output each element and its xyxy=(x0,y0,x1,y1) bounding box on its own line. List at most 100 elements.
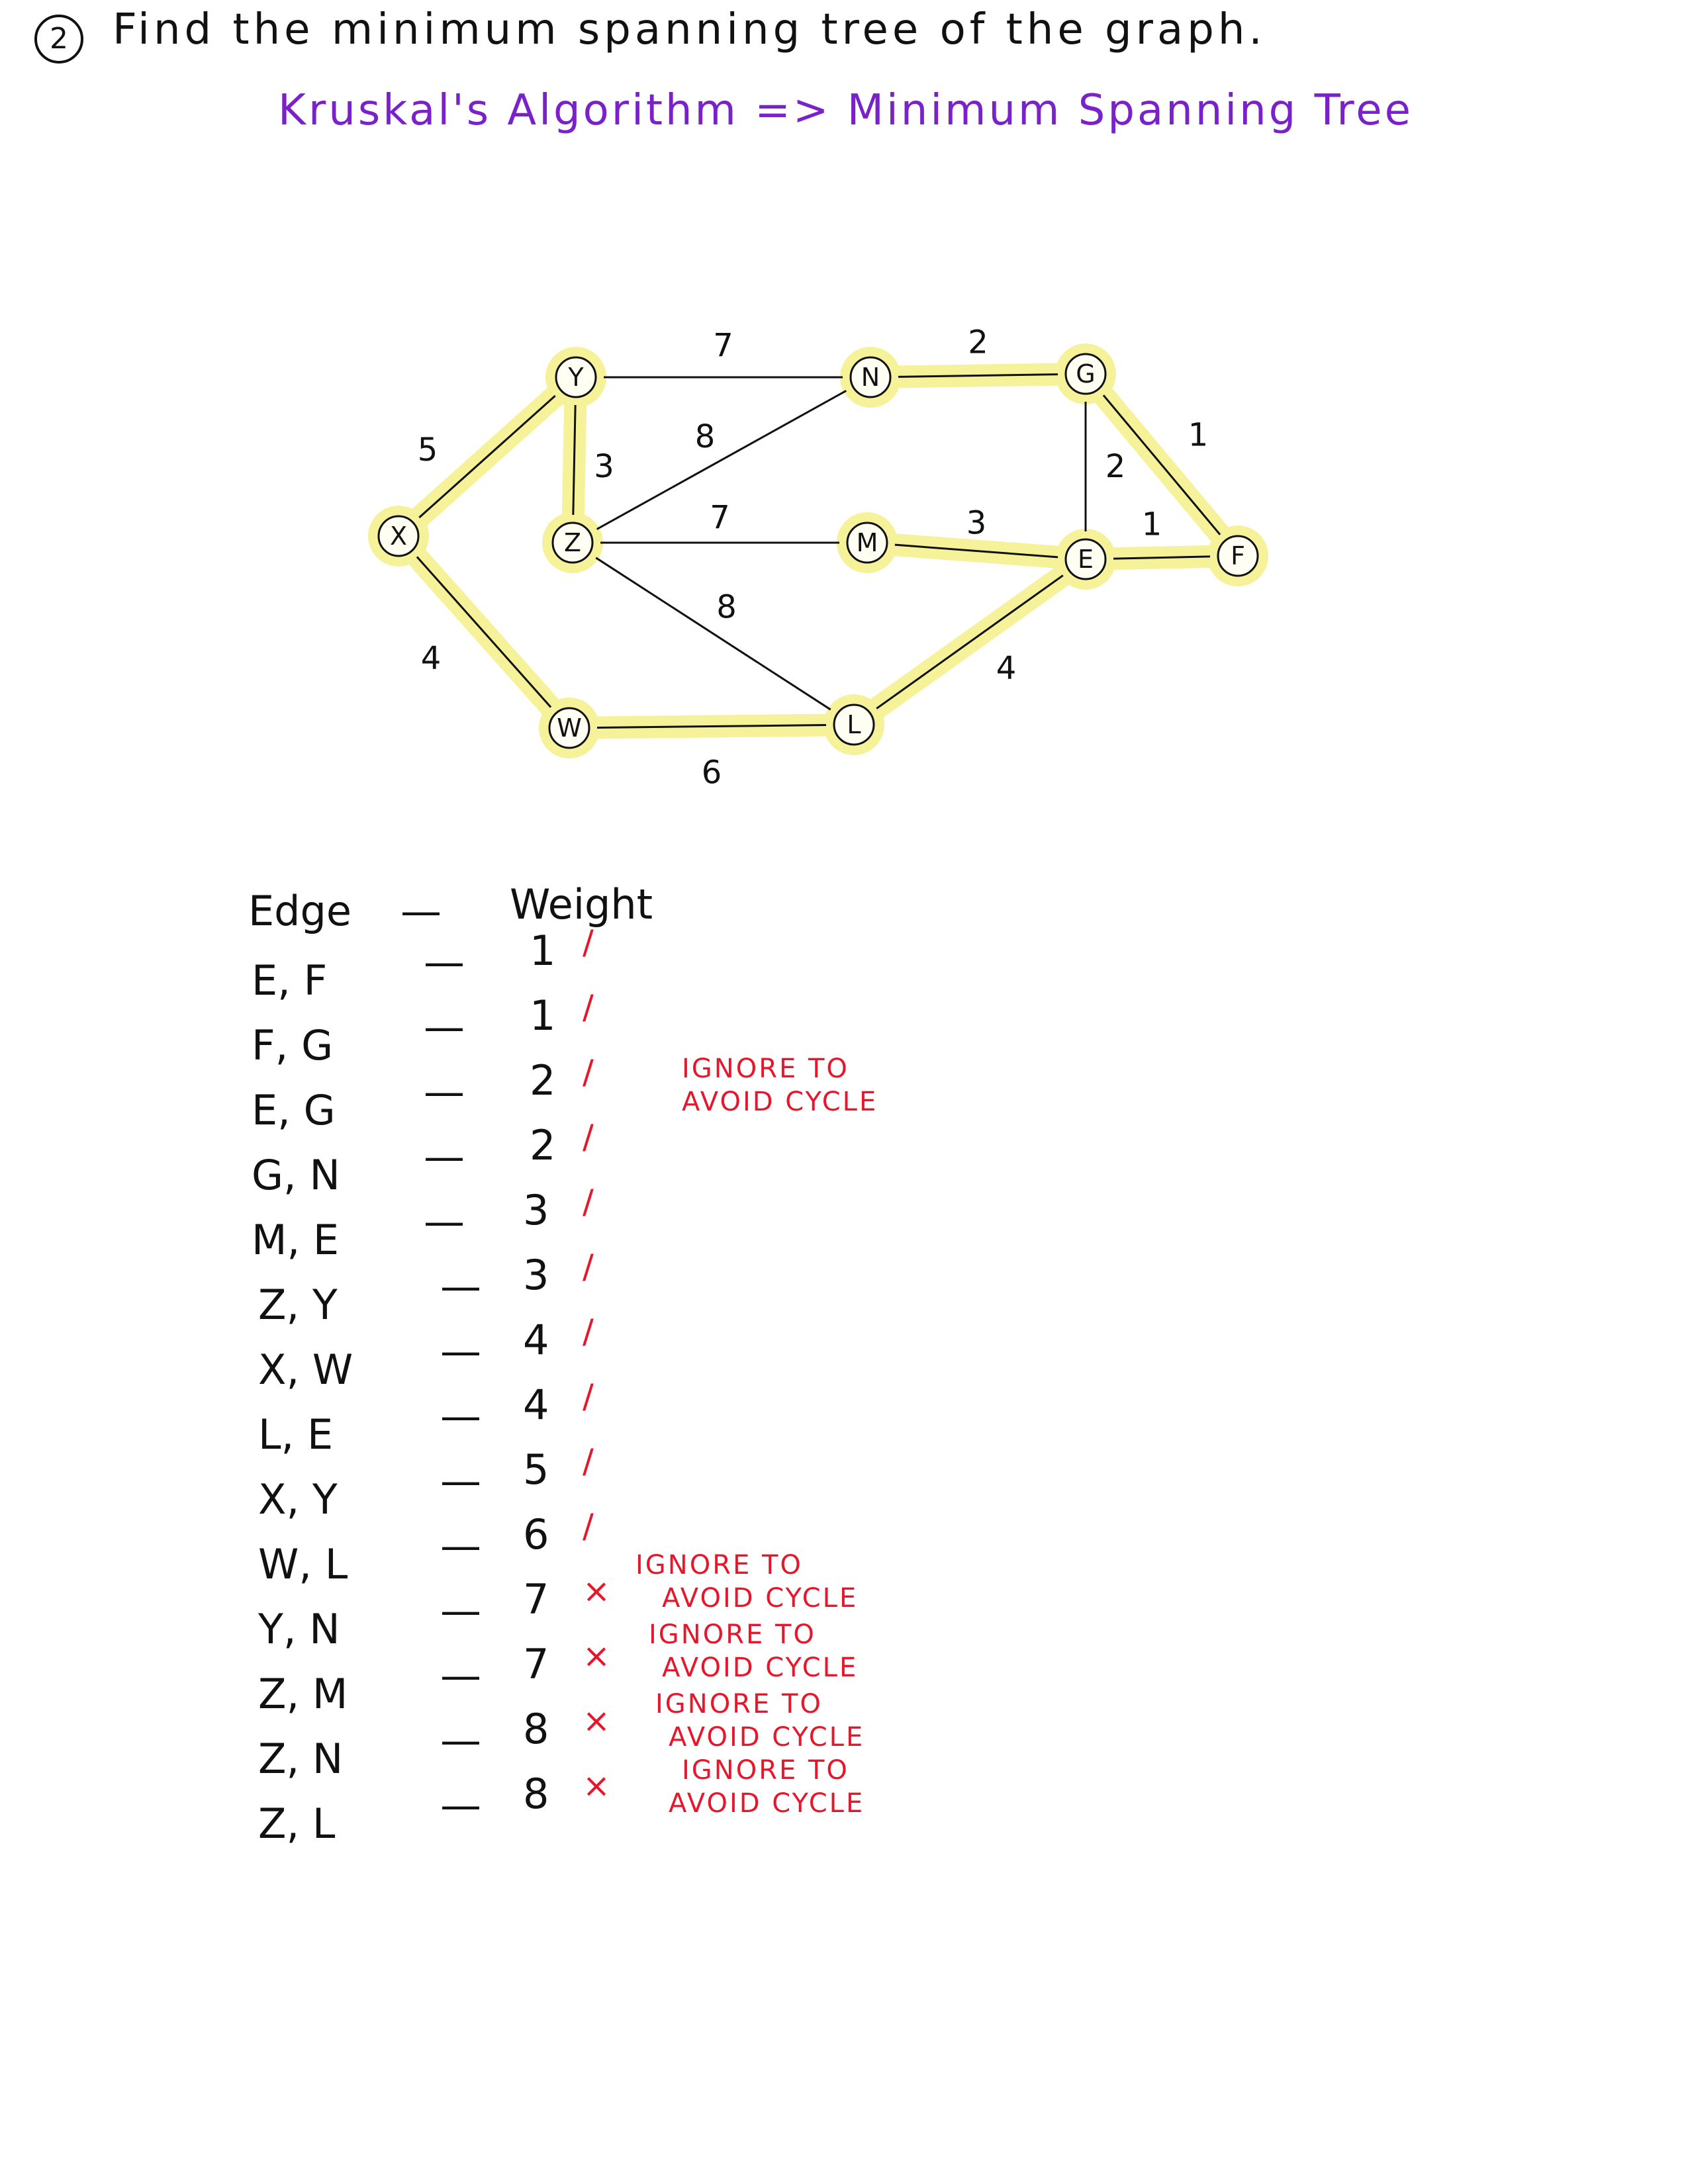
note-line: AVOID CYCLE xyxy=(669,1722,865,1752)
node-circle xyxy=(548,707,590,749)
edge-weight-label: 1 xyxy=(1142,506,1162,543)
edge-g-f xyxy=(1102,394,1221,535)
edge-n-g xyxy=(898,373,1058,378)
check-mark: / xyxy=(583,1053,594,1091)
note-line: IGNORE TO xyxy=(635,1550,803,1580)
node-label: F xyxy=(1231,541,1245,570)
edge-weight-label: 5 xyxy=(418,432,438,469)
edge-x-w xyxy=(416,556,552,708)
note-line: IGNORE TO xyxy=(682,1755,849,1786)
weight-cell: 1 xyxy=(530,927,556,975)
node-n: N xyxy=(849,356,892,398)
node-circle xyxy=(1217,535,1259,577)
note-ignore-cycle: IGNORE TO AVOID CYCLE xyxy=(649,1618,858,1684)
edge-y-z xyxy=(572,404,577,516)
edge-weight-label: 3 xyxy=(966,505,987,542)
edge-z-n xyxy=(596,390,847,530)
weight-cell: 8 xyxy=(523,1770,549,1818)
edge-m-e xyxy=(894,543,1058,559)
check-mark: / xyxy=(583,1118,594,1156)
node-w: W xyxy=(548,707,590,749)
row-dash: — xyxy=(440,1392,481,1440)
check-mark: / xyxy=(583,988,594,1026)
reject-mark: × xyxy=(583,1572,610,1610)
row-dash: — xyxy=(424,1197,465,1246)
row-dash: — xyxy=(424,1003,465,1051)
note-ignore-cycle: IGNORE TO AVOID CYCLE xyxy=(655,1688,865,1754)
edge-cell: E, F xyxy=(252,956,328,1005)
edge-cell: G, N xyxy=(252,1151,340,1199)
edge-cell: Y, N xyxy=(258,1605,340,1653)
note-line: AVOID CYCLE xyxy=(662,1583,859,1614)
node-g: G xyxy=(1064,353,1107,395)
check-mark: / xyxy=(583,1248,594,1286)
row-dash: — xyxy=(440,1522,481,1570)
edge-weight-label: 2 xyxy=(1105,448,1126,485)
note-line: IGNORE TO xyxy=(682,1054,849,1084)
node-circle xyxy=(846,522,888,564)
note-ignore-cycle: IGNORE TO AVOID CYCLE xyxy=(635,1549,858,1615)
check-mark: / xyxy=(583,1312,594,1351)
node-label: G xyxy=(1076,359,1095,388)
row-dash: — xyxy=(440,1781,481,1829)
edge-weight-label: 2 xyxy=(968,324,988,361)
reject-mark: × xyxy=(583,1637,610,1675)
row-dash: — xyxy=(440,1716,481,1764)
edge-cell: Z, Y xyxy=(258,1281,338,1329)
edge-x-y xyxy=(418,394,556,519)
node-label: W xyxy=(557,713,582,743)
edge-weight-label: 4 xyxy=(996,650,1017,687)
edge-cell: L, E xyxy=(258,1410,334,1459)
edge-weight-label: 7 xyxy=(710,499,730,536)
weight-cell: 2 xyxy=(530,1121,556,1169)
question-number: 2 xyxy=(34,15,83,64)
weight-cell: 7 xyxy=(523,1575,549,1623)
edge-cell: X, W xyxy=(258,1345,353,1394)
weight-cell: 3 xyxy=(523,1186,549,1234)
edge-cell: X, Y xyxy=(258,1475,338,1524)
row-dash: — xyxy=(440,1327,481,1375)
row-dash: — xyxy=(424,1068,465,1116)
edge-cell: M, E xyxy=(252,1216,340,1264)
weight-cell: 3 xyxy=(523,1251,549,1299)
node-label: N xyxy=(861,363,880,392)
edge-cell: E, G xyxy=(252,1086,336,1134)
row-dash: — xyxy=(440,1586,481,1635)
note-line: IGNORE TO xyxy=(649,1619,816,1650)
node-circle xyxy=(555,356,597,398)
weight-cell: 7 xyxy=(523,1640,549,1688)
row-dash: — xyxy=(440,1262,481,1310)
edge-e-f xyxy=(1113,555,1211,560)
edge-weight-label: 8 xyxy=(695,418,716,455)
weight-cell: 8 xyxy=(523,1705,549,1753)
note-line: AVOID CYCLE xyxy=(669,1788,865,1819)
weight-cell: 6 xyxy=(523,1510,549,1559)
node-z: Z xyxy=(551,522,594,564)
edge-weight-label: 4 xyxy=(421,640,442,677)
node-label: M xyxy=(857,528,878,557)
node-label: Y xyxy=(567,363,584,392)
node-circle xyxy=(377,515,420,557)
edge-weight-label: 1 xyxy=(1188,417,1209,454)
weight-cell: 1 xyxy=(530,991,556,1040)
edge-cell: Z, N xyxy=(258,1735,344,1783)
edge-cell: F, G xyxy=(252,1021,334,1069)
node-label: L xyxy=(847,710,861,739)
node-label: E xyxy=(1078,545,1094,574)
check-mark: / xyxy=(583,1183,594,1221)
note-line: IGNORE TO xyxy=(655,1689,823,1719)
node-label: X xyxy=(390,522,407,551)
row-dash: — xyxy=(440,1457,481,1505)
node-x: X xyxy=(377,515,420,557)
edge-weight-label: 3 xyxy=(594,448,614,485)
node-f: F xyxy=(1217,535,1259,577)
check-mark: / xyxy=(583,1507,594,1545)
subtitle: Kruskal's Algorithm => Minimum Spanning … xyxy=(278,86,1413,135)
edge-cell: Z, M xyxy=(258,1670,348,1718)
note-ignore-cycle: IGNORE TO AVOID CYCLE xyxy=(682,1052,878,1118)
weight-column-header: Weight xyxy=(510,880,653,929)
edge-cell: Z, L xyxy=(258,1799,336,1848)
row-dash: — xyxy=(424,938,465,986)
node-circle xyxy=(1064,353,1107,395)
